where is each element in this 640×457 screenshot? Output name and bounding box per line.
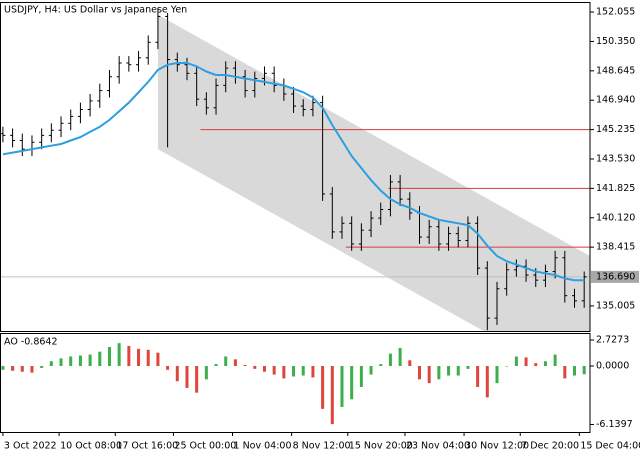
x-tick-label: 17 Oct 16:00 [116,441,178,452]
ao-bar [175,366,179,382]
ao-bar [292,366,296,377]
y-tick-label: 152.055 [596,7,635,18]
ao-frame [0,333,591,433]
y-tick-label: 138.415 [596,242,635,253]
ao-bar [156,352,160,366]
ao-bar [137,348,141,366]
chart-title: USDJPY, H4: US Dollar vs Japanese Yen [4,5,187,16]
ao-bar [117,343,121,366]
ao-bar [505,366,509,367]
ao-bar [330,366,334,425]
ao-bar [195,366,199,393]
ao-bar [146,349,150,366]
ao-bar [262,366,266,372]
last-price-box [591,270,639,283]
ao-bar [379,364,383,366]
axes: 152.055 150.350 148.645 146.940 145.235 143.5… [2,7,640,452]
y-tick-label: 140.120 [596,212,635,223]
ao-bar [311,366,315,378]
y-tick-label: 145.235 [596,124,635,135]
y-tick-label: 150.350 [596,36,635,47]
ao-bar [466,366,470,369]
x-tick-label: 8 Nov 12:00 [293,441,351,452]
x-tick-label: 25 Oct 00:00 [174,441,236,452]
ao-bar [321,366,325,409]
ao-bar [543,361,547,366]
ao-bar [476,366,480,387]
ao-bar [485,366,489,398]
ao-bar [495,366,499,384]
ao-bar [30,366,34,373]
ao-bar [572,366,576,376]
ao-bar [447,366,451,376]
ao-bar [11,366,15,371]
y-tick-label: 2.7273 [596,335,629,346]
ao-bar [272,366,276,375]
ao-bar [282,366,286,379]
y-tick-label: 135.005 [596,300,635,311]
y-tick-label: 141.825 [596,183,635,194]
ao-bar [107,346,111,366]
ao-bar [20,366,24,372]
price-frame [0,2,591,332]
ao-bar [127,346,131,366]
ao-bar [427,366,431,384]
ao-bar [49,361,53,366]
ao-bar [456,366,460,376]
ao-bar [185,366,189,388]
x-tick-label: 30 Nov 12:00 [465,441,529,452]
ao-bar [88,354,92,366]
ao-bar [553,354,557,366]
ao-bar [224,356,228,366]
ao-bar [563,366,567,379]
ao-bar [350,366,354,400]
ao-bar [98,351,102,366]
ao-bar [78,355,82,366]
x-tick-label: 10 Oct 08:00 [60,441,122,452]
x-tick-label: 1 Nov 04:00 [234,441,292,452]
ao-bar [1,366,5,370]
ao-bar [582,366,586,375]
y-tick-label: 143.530 [596,153,635,164]
x-tick-label: 15 Dec 04:00 [580,441,640,452]
ao-bar [437,366,441,380]
ao-bar [40,366,44,368]
y-tick-label: 0.0000 [596,361,629,372]
x-tick-label: 23 Nov 04:00 [406,441,470,452]
ao-bar [340,366,344,407]
y-tick-label: -6.1397 [596,419,633,430]
ao-bar [214,364,218,366]
ao-bar [408,360,412,366]
ao-bar [59,358,63,366]
ao-bar [388,353,392,366]
x-tick-label: 3 Oct 2022 [4,441,57,452]
ao-bar [166,366,170,370]
ao-bar [417,366,421,380]
ao-bar [204,366,208,380]
channel [157,14,590,331]
y-tick-label: 146.940 [596,95,635,106]
x-tick-label: 15 Nov 20:00 [349,441,413,452]
ao-bar [301,366,305,376]
ao-bar [233,359,237,366]
ao-bar [359,366,363,387]
x-tick-label: 7 Dec 20:00 [521,441,579,452]
ao-bar [369,366,373,375]
last-price-label: 136.690 [596,271,635,282]
ao-bar [243,365,247,366]
ao-bar [69,356,73,366]
price-panel [0,7,590,331]
ao-bar [534,363,538,366]
ao-bar [398,347,402,366]
ao-bar [524,357,528,366]
ao-bar [514,356,518,366]
moving-average [2,62,585,282]
ao-panel [1,343,586,425]
ao-bar [253,366,257,369]
y-tick-label: 148.645 [596,65,635,76]
ao-title: AO -0.8642 [4,337,58,348]
